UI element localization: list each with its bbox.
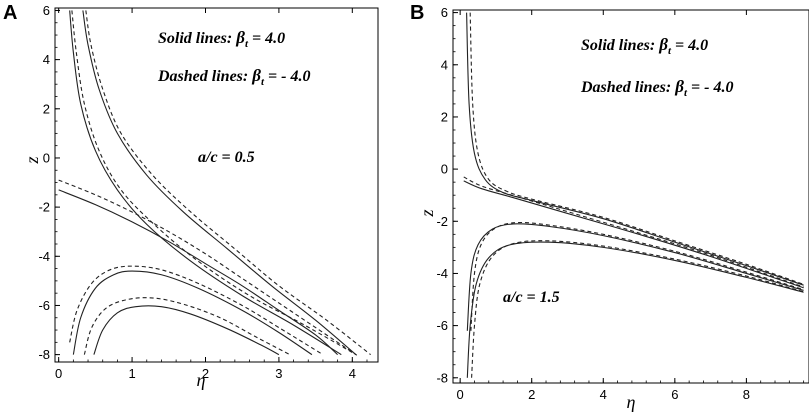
plot-frame (452, 9, 809, 384)
series-line-dashed-8 (471, 240, 804, 378)
series-line-solid-5 (466, 223, 804, 331)
y-tick-label: -6 (38, 298, 50, 313)
y-tick-label: -8 (38, 347, 50, 362)
series-line-solid-7 (466, 241, 804, 378)
x-tick-label: 8 (743, 387, 750, 402)
y-tick-label: 6 (43, 3, 50, 18)
solid-lines-annotation: Solid lines: βt = 4.0 (581, 35, 708, 57)
chart-b-svg: 0 2 4 6 8 6 4 2 0 -2 -4 -6 -8 η z Solid lines: βt = 4.0… (417, 5, 809, 412)
dashed-lines-annotation: Dashed lines: βt = - 4.0 (580, 77, 733, 99)
panel-label-b: B (410, 2, 425, 24)
series-line-solid-3 (82, 10, 357, 356)
y-tick-label: 0 (441, 162, 448, 177)
x-tick-label: 2 (528, 387, 535, 402)
x-tick-label: 3 (275, 366, 282, 381)
x-tick-label: 0 (457, 387, 464, 402)
x-axis-label: η (197, 370, 206, 390)
y-tick-label: -6 (436, 318, 448, 333)
panel-label-a: A (3, 2, 18, 24)
series-line-dashed-2 (469, 12, 804, 285)
y-tick-label: 4 (441, 57, 448, 72)
plot-frame (54, 7, 379, 363)
y-tick-label: -2 (38, 200, 50, 215)
x-tick-label: 4 (349, 366, 356, 381)
chart-a-svg: 0 1 2 3 4 6 4 2 0 -2 -4 -6 -8 η z Solid lines: βt = 4.0… (22, 3, 379, 390)
y-tick-label: 6 (441, 5, 448, 20)
series-line-dashed-6 (58, 179, 357, 356)
x-tick-label: 0 (55, 366, 62, 381)
y-tick-label: -8 (436, 370, 448, 385)
y-tick-label: 0 (43, 150, 50, 165)
y-axis-label: z (417, 209, 437, 217)
y-tick-label: 2 (43, 101, 50, 116)
dashed-lines-annotation: Dashed lines: βt = - 4.0 (157, 66, 310, 88)
x-tick-label: 1 (128, 366, 135, 381)
series-line-dashed-6 (470, 221, 804, 331)
series-line-dashed-9 (83, 297, 291, 356)
x-tick-label: 6 (671, 387, 678, 402)
y-tick-label: -4 (436, 266, 448, 281)
series-line-solid-1 (69, 10, 342, 356)
solid-lines-annotation: Solid lines: βt = 4.0 (158, 28, 285, 50)
x-axis-label: η (627, 392, 636, 412)
y-tick-label: 2 (441, 109, 448, 124)
series-line-dashed-2 (71, 10, 357, 356)
x-tick-label: 2 (202, 366, 209, 381)
y-tick-label: 4 (43, 52, 50, 67)
series-line-solid-5 (58, 189, 338, 356)
series-line-dashed-4 (463, 176, 804, 288)
y-axis-label: z (22, 156, 42, 164)
ratio-annotation: a/c = 0.5 (198, 149, 255, 166)
series-line-dashed-4 (85, 10, 371, 356)
y-tick-label: -4 (38, 249, 50, 264)
chart-panel-a: A 0 1 2 3 4 6 4 2 0 -2 -4 -6 -8 η z Solid lines: βt = 4… (0, 0, 404, 417)
series-line-solid-8 (72, 270, 313, 356)
x-tick-label: 4 (600, 387, 607, 402)
chart-panel-b: B 0 2 4 6 8 6 4 2 0 -2 -4 -6 -8 η z Solid lines: βt = 4… (405, 0, 809, 417)
ratio-annotation: a/c = 1.5 (503, 289, 560, 306)
series-line-dashed-7 (69, 265, 324, 356)
y-tick-label: -2 (436, 214, 448, 229)
series-line-solid-3 (463, 180, 804, 289)
series-line-solid-10 (93, 305, 280, 356)
series-line-solid-1 (466, 12, 804, 286)
